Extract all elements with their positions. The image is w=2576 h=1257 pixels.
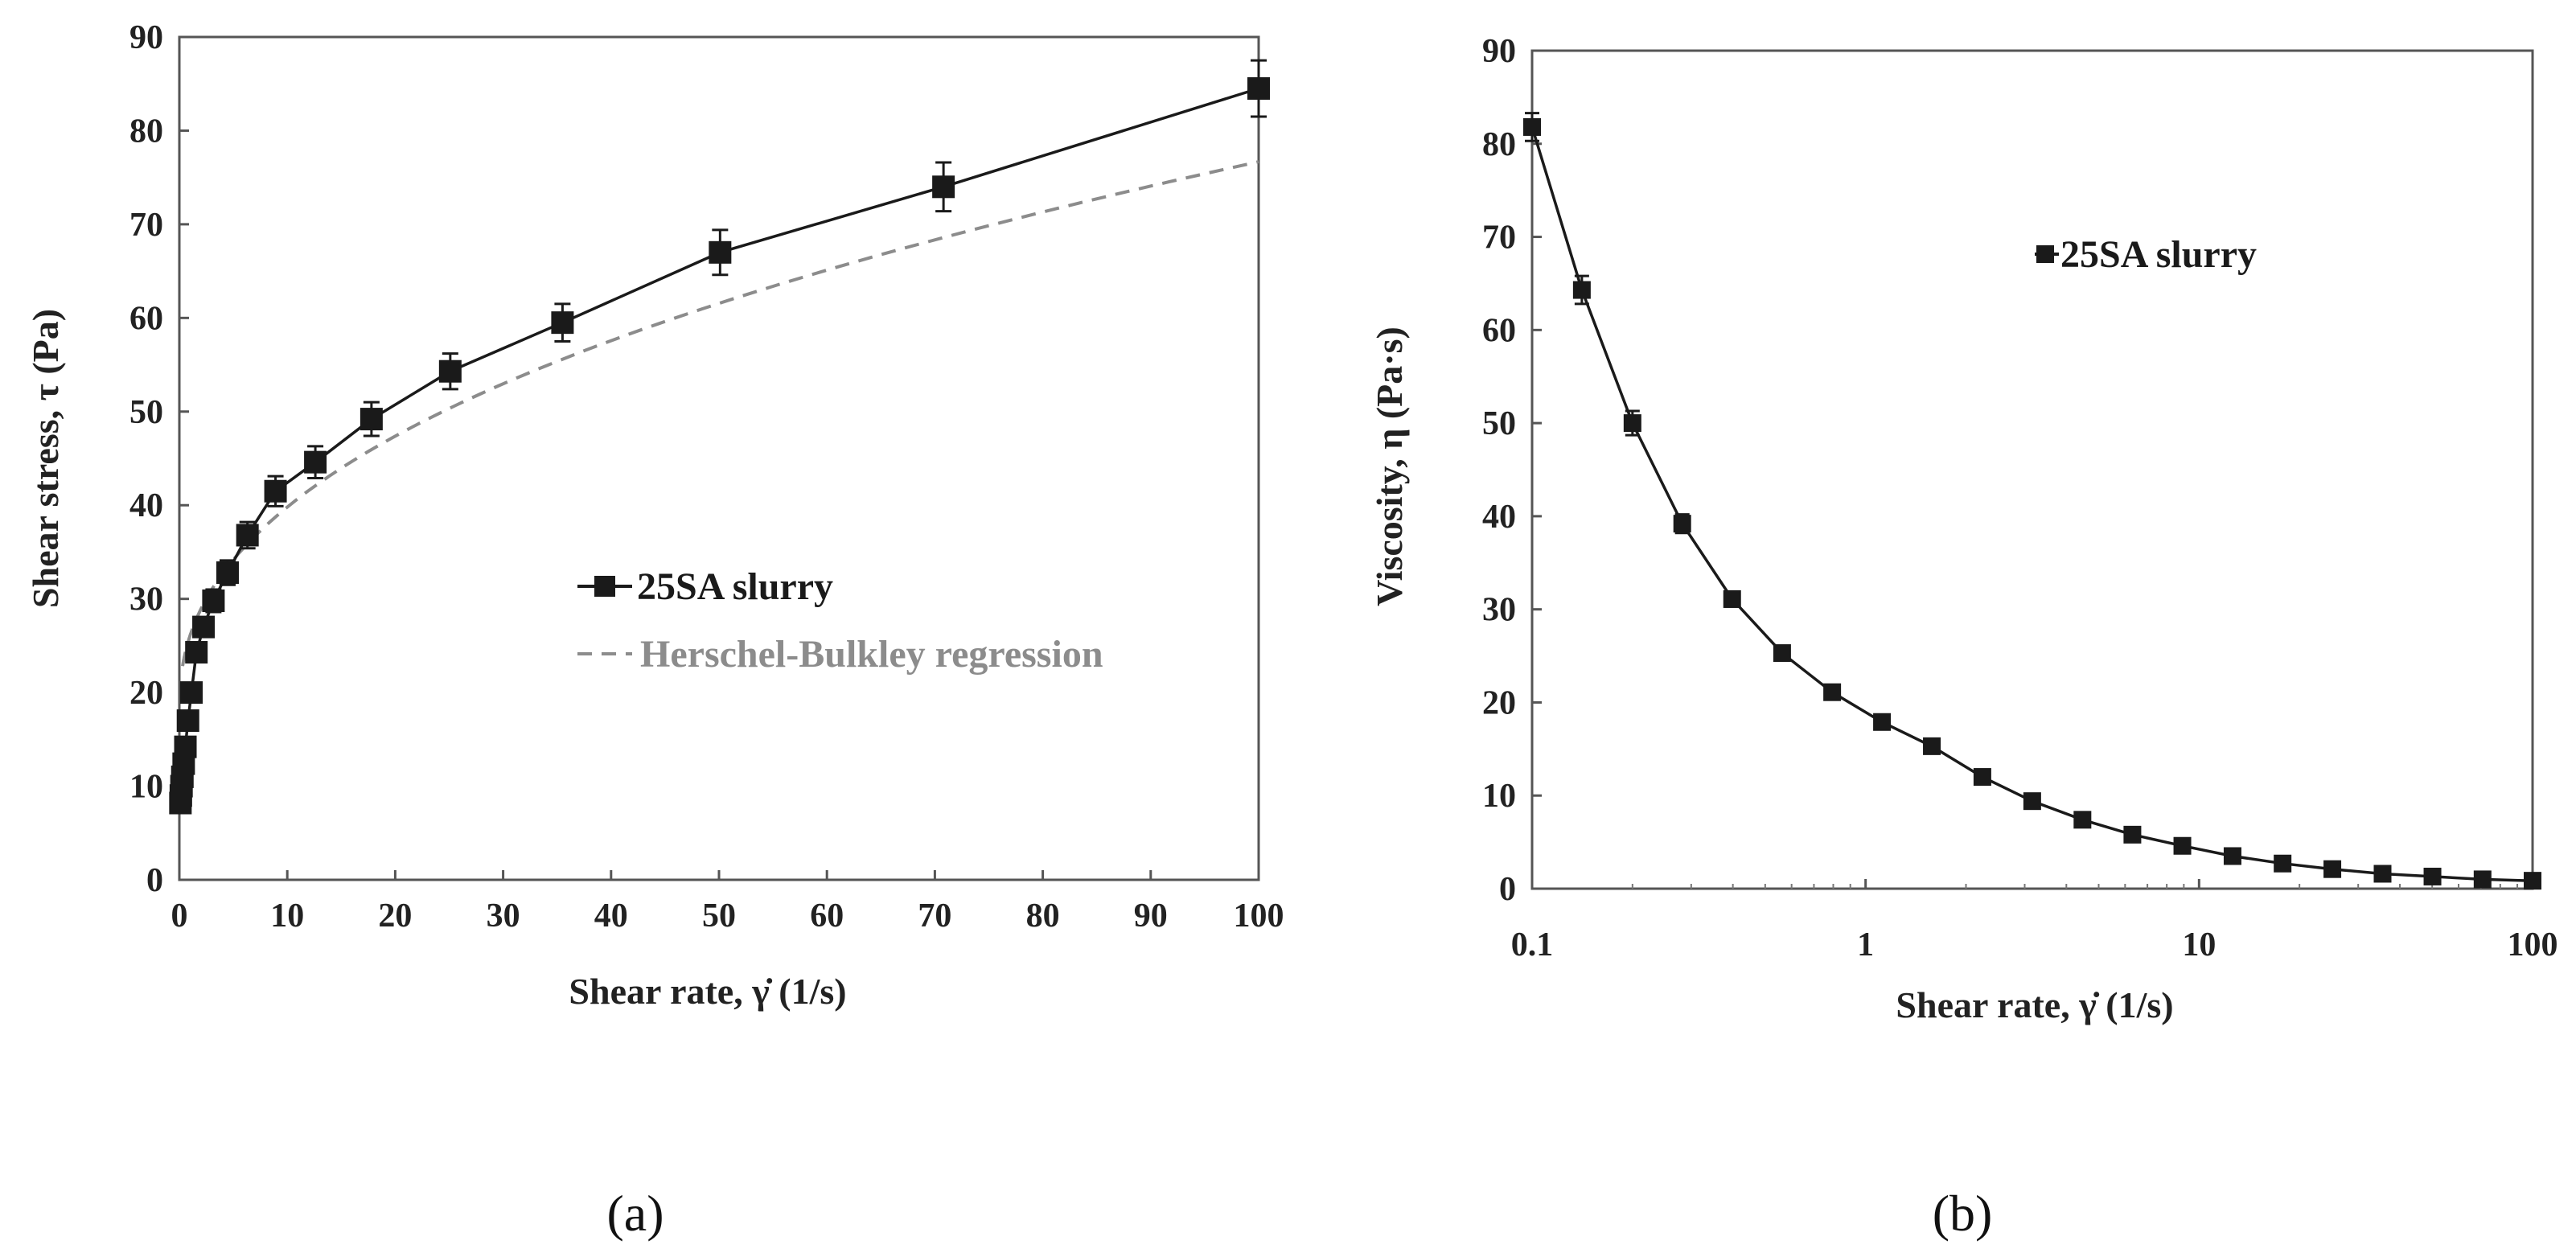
data-point-marker	[1873, 713, 1892, 731]
x-tick-label: 0	[171, 898, 188, 935]
data-point-marker	[2373, 865, 2392, 883]
y-tick-label: 70	[129, 207, 163, 244]
data-point-marker	[180, 681, 203, 704]
panel-a-x-ticks: 0 10 20 30 40 50 60 70 80 90 100	[171, 870, 1284, 935]
series-line-a	[179, 87, 1259, 803]
x-tick-label: 1	[1857, 926, 1874, 963]
x-tick-label: 100	[2508, 926, 2558, 963]
panel-b-curves	[1523, 112, 2541, 890]
panel-b-viscosity-chart: 0 10 20 30 40 50 60 70 80 90 0.1 1 10 100 25SA slurr…	[1369, 33, 2558, 1242]
legend-b-series1-marker	[2036, 245, 2054, 263]
series-line-b	[1530, 126, 2533, 882]
legend-a-series2-label: Herschel-Bulkley regression	[640, 633, 1103, 676]
data-point-marker	[1823, 683, 1842, 701]
data-point-marker	[216, 561, 239, 585]
data-point-marker	[2524, 872, 2541, 890]
y-tick-label: 60	[129, 300, 163, 337]
x-tick-label: 10	[2182, 926, 2216, 963]
y-tick-label: 20	[1482, 684, 1516, 721]
data-point-marker	[438, 359, 462, 383]
data-point-marker	[551, 311, 574, 335]
data-point-marker	[174, 735, 197, 758]
y-tick-label: 0	[1499, 871, 1516, 908]
data-point-marker	[2073, 811, 2092, 829]
legend-a-series1-label: 25SA slurry	[637, 565, 833, 608]
data-point-marker	[1673, 515, 1691, 533]
legend-a-series1-marker	[594, 576, 615, 597]
x-tick-label: 20	[378, 898, 412, 935]
y-tick-label: 50	[1482, 405, 1516, 442]
panel-a-label: (a)	[606, 1185, 664, 1242]
data-point-marker	[359, 408, 383, 431]
y-tick-label: 90	[1482, 33, 1516, 70]
data-point-marker	[2423, 867, 2442, 885]
panel-a-shear-stress-chart: 0 10 20 30 40 50 60 70 80 90 0 10 20 30 40 50 60 70 80 90 1…	[25, 19, 1284, 1242]
panel-b-plot-frame	[1530, 49, 2534, 890]
x-tick-label: 0.1	[1511, 926, 1554, 963]
y-tick-label: 0	[146, 862, 163, 899]
y-tick-label: 70	[1482, 220, 1516, 257]
data-point-marker	[1247, 77, 1270, 101]
x-tick-label: 90	[1134, 898, 1168, 935]
data-point-marker	[1623, 414, 1641, 433]
y-tick-label: 10	[1482, 778, 1516, 815]
data-point-marker	[2323, 860, 2342, 878]
data-point-marker	[236, 524, 259, 547]
x-tick-label: 80	[1026, 898, 1060, 935]
y-tick-label: 80	[129, 113, 163, 150]
panel-b-label: (b)	[1933, 1185, 1993, 1242]
y-tick-label: 20	[129, 675, 163, 712]
y-tick-label: 80	[1482, 126, 1516, 163]
panel-a-y-axis-title: Shear stress, τ (Pa)	[25, 309, 66, 608]
data-point-marker	[2473, 870, 2492, 889]
data-point-marker	[1923, 737, 1941, 755]
legend-b-series1-label: 25SA slurry	[2060, 233, 2257, 276]
x-tick-label: 10	[270, 898, 304, 935]
data-point-marker	[1723, 589, 1741, 608]
data-point-marker	[304, 450, 327, 474]
y-tick-label: 90	[129, 19, 163, 56]
data-point-marker	[1523, 117, 1541, 136]
x-tick-label: 100	[1234, 898, 1284, 935]
data-point-marker	[2223, 847, 2241, 865]
x-tick-label: 60	[810, 898, 844, 935]
data-point-marker	[202, 589, 225, 612]
panel-a-y-ticks: 0 10 20 30 40 50 60 70 80 90	[129, 19, 189, 899]
data-point-marker	[264, 479, 287, 503]
x-tick-label: 30	[487, 898, 520, 935]
panel-b-x-axis-title: Shear rate, γ̇ (1/s)	[1896, 984, 2173, 1025]
data-point-marker	[2173, 836, 2192, 855]
data-point-marker	[176, 709, 199, 733]
data-point-marker	[192, 615, 216, 639]
panel-b-y-axis-title: Viscosity, η (Pa·s)	[1369, 327, 1410, 606]
data-point-marker	[185, 641, 208, 664]
x-tick-label: 70	[918, 898, 951, 935]
y-tick-label: 40	[1482, 499, 1516, 536]
data-point-marker	[2274, 854, 2292, 873]
data-point-marker	[2123, 825, 2142, 844]
panel-a-curves	[169, 59, 1270, 815]
panel-b-legend: 25SA slurry	[2035, 233, 2257, 276]
y-tick-label: 40	[129, 487, 163, 524]
data-point-marker	[1572, 281, 1591, 299]
x-tick-label: 50	[702, 898, 736, 935]
y-tick-label: 60	[1482, 312, 1516, 349]
y-tick-label: 30	[129, 581, 163, 618]
data-point-marker	[2023, 792, 2041, 811]
y-tick-label: 30	[1482, 592, 1516, 629]
y-tick-label: 10	[129, 769, 163, 806]
data-point-marker	[1973, 768, 1991, 787]
panel-a-x-axis-title: Shear rate, γ̇ (1/s)	[569, 971, 846, 1012]
panel-a-plot-frame	[178, 35, 1260, 881]
panel-a-legend: 25SA slurry Herschel-Bulkley regression	[577, 565, 1103, 676]
data-point-marker	[932, 175, 955, 199]
panel-b-x-ticks: 0.1 1 10 100	[1511, 879, 2558, 963]
y-tick-label: 50	[129, 394, 163, 431]
data-point-marker	[709, 240, 732, 264]
x-tick-label: 40	[594, 898, 628, 935]
panel-b-y-ticks: 0 10 20 30 40 50 60 70 80 90	[1482, 33, 1542, 908]
data-point-marker	[1773, 644, 1791, 663]
